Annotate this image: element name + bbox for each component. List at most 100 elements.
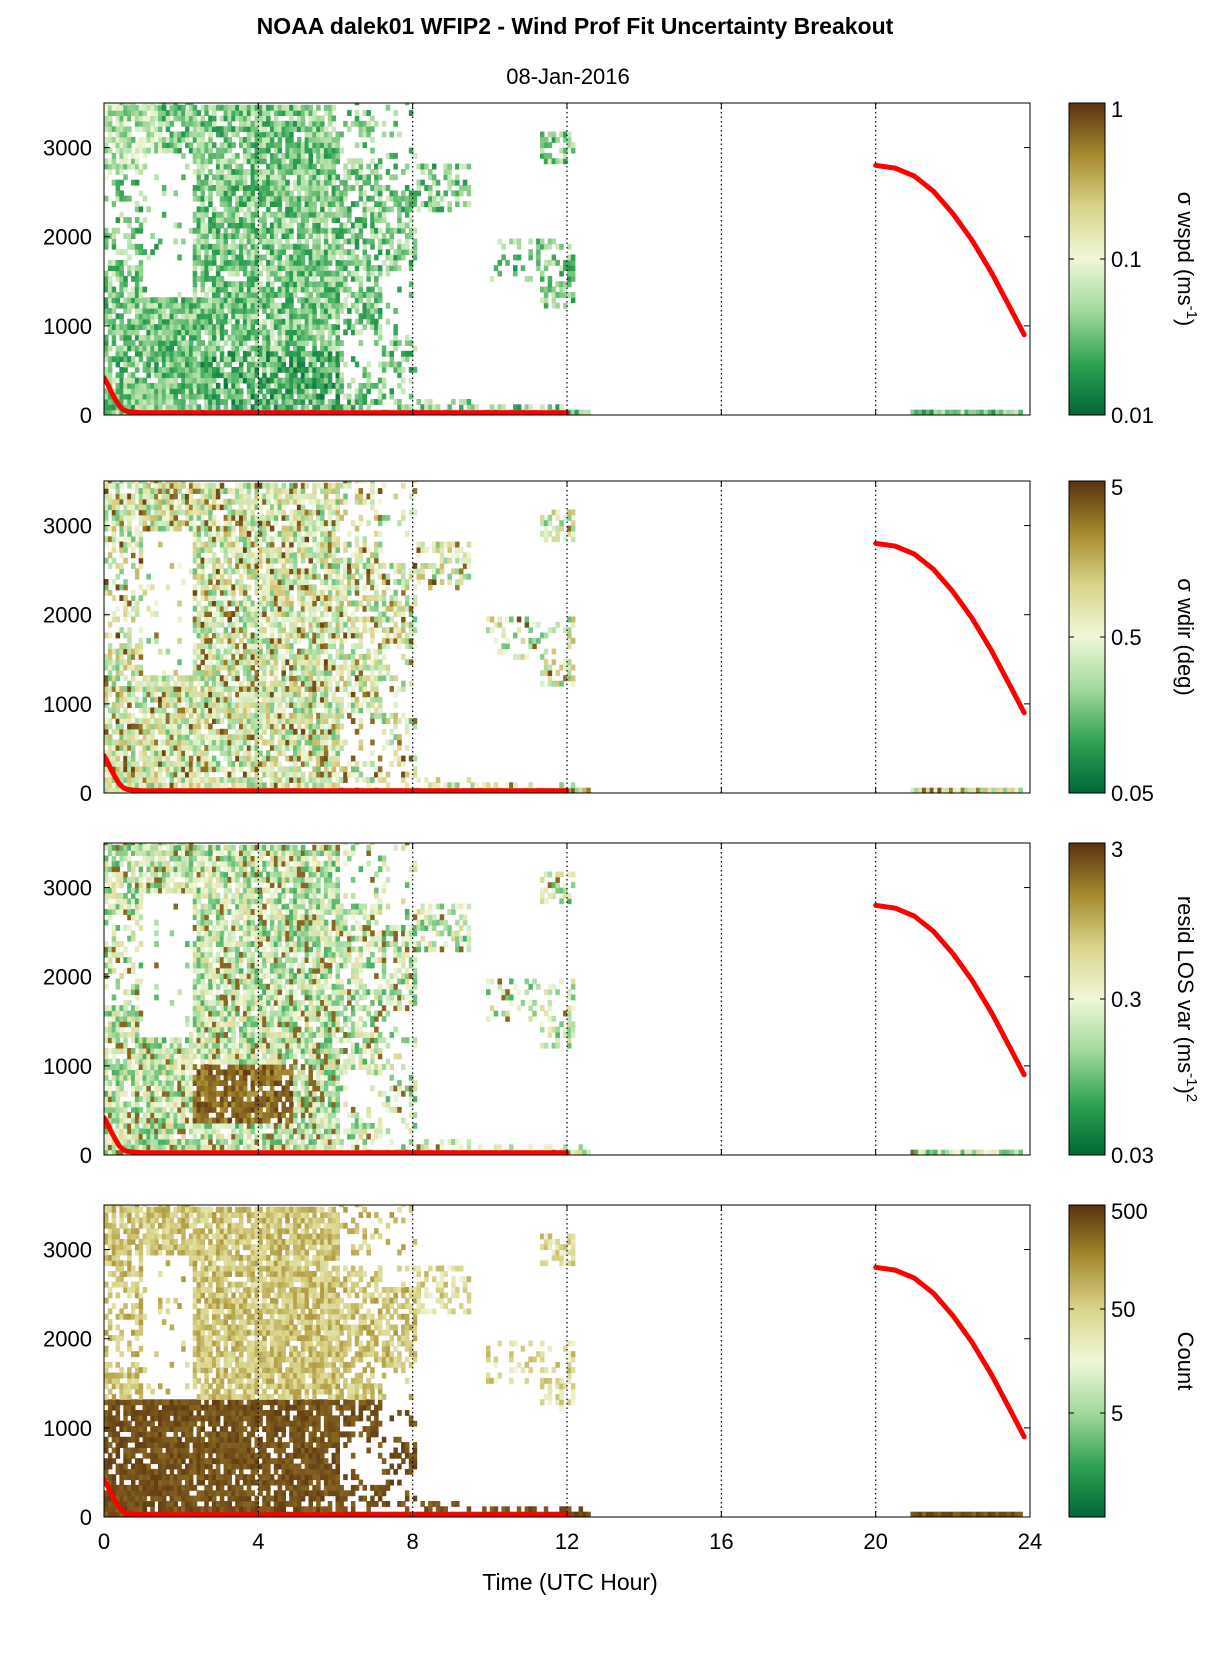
- heatmap-cell: [196, 734, 202, 741]
- heatmap-cell: [239, 126, 244, 133]
- heatmap-cell: [242, 782, 248, 789]
- heatmap-cell: [188, 509, 194, 516]
- heatmap-cell: [208, 766, 213, 773]
- heatmap-cell: [231, 514, 236, 521]
- heatmap-cell: [239, 404, 244, 411]
- heatmap-cell: [212, 399, 217, 405]
- heatmap-cell: [227, 249, 232, 256]
- heatmap-cell: [208, 190, 213, 197]
- heatmap-cell: [960, 409, 966, 415]
- heatmap-cell: [138, 270, 144, 277]
- heatmap-cell: [254, 366, 259, 373]
- y-tick-label: 1000: [43, 314, 92, 339]
- heatmap-cell: [196, 627, 202, 634]
- heatmap-cell: [331, 399, 337, 405]
- heatmap-cell: [289, 201, 294, 207]
- heatmap-cell: [308, 399, 313, 405]
- heatmap-cell: [366, 238, 371, 245]
- heatmap-cell: [161, 696, 167, 703]
- heatmap-cell: [227, 498, 232, 505]
- heatmap-cell: [273, 227, 279, 234]
- heatmap-cell: [331, 174, 337, 181]
- heatmap-cell: [323, 286, 329, 293]
- heatmap-cell: [131, 686, 136, 692]
- heatmap-cell: [161, 766, 167, 773]
- heatmap-cell: [185, 131, 190, 138]
- heatmap-cell: [497, 270, 502, 277]
- heatmap-cell: [185, 350, 190, 357]
- heatmap-cell: [200, 712, 205, 719]
- heatmap-cell: [269, 249, 275, 256]
- heatmap-cell: [196, 504, 202, 511]
- heatmap-cell: [246, 233, 252, 239]
- heatmap-cell: [289, 356, 294, 363]
- heatmap-cell: [254, 393, 259, 400]
- heatmap-cell: [285, 404, 290, 411]
- heatmap-cell: [192, 131, 198, 138]
- heatmap-cell: [563, 265, 568, 272]
- heatmap-cell: [107, 707, 113, 714]
- heatmap-cell: [119, 696, 124, 703]
- heatmap-cell: [177, 104, 182, 111]
- heatmap-cell: [219, 568, 225, 575]
- heatmap-cell: [416, 163, 421, 170]
- heatmap-cell: [455, 174, 460, 181]
- heatmap-cell: [408, 249, 414, 256]
- heatmap-cell: [293, 350, 298, 357]
- heatmap-cell: [104, 297, 109, 304]
- heatmap-cell: [212, 686, 217, 692]
- heatmap-cell: [331, 147, 337, 154]
- heatmap-cell: [181, 712, 186, 719]
- heatmap-cell: [165, 702, 171, 708]
- heatmap-cell: [200, 509, 205, 516]
- heatmap-cell: [246, 584, 252, 591]
- heatmap-cell: [142, 504, 148, 511]
- heatmap-cell: [138, 318, 144, 325]
- heatmap-cell: [119, 493, 124, 500]
- heatmap-cell: [131, 275, 136, 282]
- heatmap-cell: [192, 509, 198, 516]
- heatmap-cell: [146, 718, 151, 724]
- heatmap-cell: [181, 136, 186, 143]
- heatmap-cell: [138, 504, 144, 511]
- heatmap-cell: [289, 211, 294, 218]
- heatmap-cell: [459, 163, 464, 170]
- heatmap-cell: [115, 297, 121, 304]
- heatmap-cell: [169, 388, 175, 395]
- heatmap-cell: [127, 482, 132, 489]
- heatmap-cell: [254, 568, 259, 575]
- heatmap-cell: [354, 318, 360, 325]
- heatmap-cell: [185, 771, 190, 778]
- heatmap-cell: [111, 557, 117, 564]
- heatmap-cell: [173, 329, 178, 336]
- heatmap-cell: [107, 399, 113, 405]
- heatmap-cell: [242, 541, 248, 548]
- heatmap-cell: [123, 120, 128, 127]
- heatmap-cell: [208, 324, 213, 330]
- heatmap-cell: [269, 238, 275, 245]
- heatmap-cell: [158, 356, 163, 363]
- heatmap-cell: [362, 366, 367, 373]
- heatmap-cell: [250, 563, 256, 569]
- heatmap-cell: [219, 766, 225, 773]
- heatmap-cell: [316, 399, 321, 405]
- heatmap-cell: [227, 707, 232, 714]
- heatmap-cell: [158, 404, 163, 411]
- heatmap-cell: [304, 211, 310, 218]
- heatmap-cell: [273, 158, 279, 165]
- heatmap-cell: [111, 739, 117, 746]
- heatmap-cell: [370, 126, 375, 133]
- heatmap-cell: [212, 233, 217, 239]
- heatmap-cell: [138, 147, 144, 154]
- heatmap-cell: [196, 541, 202, 548]
- heatmap-cell: [401, 222, 406, 229]
- heatmap-cell: [397, 366, 402, 373]
- heatmap-cell: [316, 195, 321, 202]
- heatmap-cell: [250, 158, 256, 165]
- heatmap-cell: [138, 664, 144, 671]
- heatmap-cell: [258, 195, 263, 202]
- heatmap-cell: [254, 584, 259, 591]
- heatmap-cell: [266, 249, 271, 256]
- heatmap-cell: [466, 190, 472, 197]
- heatmap-cell: [254, 616, 259, 623]
